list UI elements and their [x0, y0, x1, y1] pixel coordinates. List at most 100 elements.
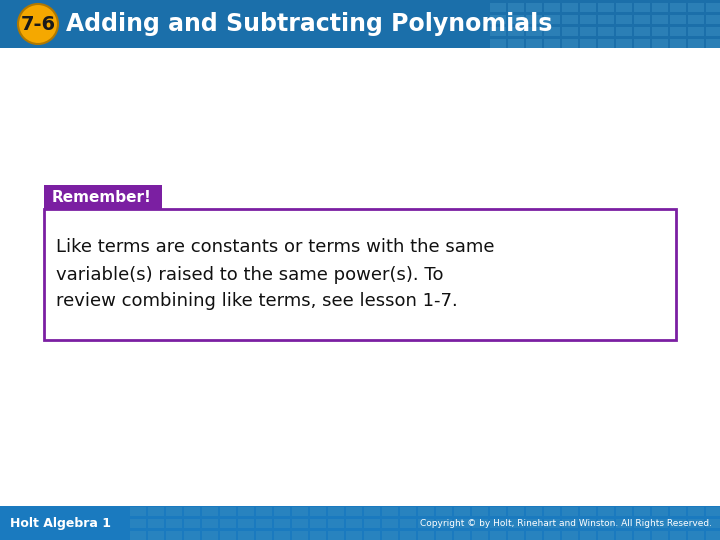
Bar — [670, 507, 686, 516]
Bar — [688, 519, 704, 528]
Circle shape — [18, 4, 58, 44]
Bar — [562, 507, 578, 516]
Bar — [526, 519, 542, 528]
Bar — [526, 27, 542, 36]
Bar — [454, 531, 470, 540]
Bar — [490, 3, 506, 12]
Bar — [706, 3, 720, 12]
Bar — [328, 507, 344, 516]
Bar — [562, 519, 578, 528]
Bar — [688, 507, 704, 516]
Bar — [670, 15, 686, 24]
Bar — [274, 507, 290, 516]
Bar — [292, 519, 308, 528]
Bar — [706, 15, 720, 24]
Bar — [418, 531, 434, 540]
Bar — [688, 3, 704, 12]
Bar — [310, 531, 326, 540]
Bar — [580, 15, 596, 24]
Bar — [382, 531, 398, 540]
Bar — [44, 185, 162, 209]
Bar — [688, 39, 704, 48]
Bar — [508, 531, 524, 540]
Bar — [310, 519, 326, 528]
Bar — [598, 39, 614, 48]
Bar — [0, 0, 720, 48]
Bar — [706, 39, 720, 48]
Bar — [364, 519, 380, 528]
Bar — [184, 507, 200, 516]
Bar — [346, 519, 362, 528]
Bar — [166, 531, 182, 540]
Bar — [544, 3, 560, 12]
Bar — [544, 519, 560, 528]
Bar — [670, 519, 686, 528]
Bar — [184, 531, 200, 540]
Bar — [634, 3, 650, 12]
Bar — [346, 531, 362, 540]
Bar — [580, 507, 596, 516]
Bar — [688, 531, 704, 540]
Bar — [580, 531, 596, 540]
Bar — [166, 519, 182, 528]
Bar — [562, 15, 578, 24]
Bar — [454, 507, 470, 516]
Bar — [598, 519, 614, 528]
Bar — [346, 507, 362, 516]
Bar — [544, 39, 560, 48]
Bar — [328, 519, 344, 528]
Bar — [652, 3, 668, 12]
Bar — [238, 519, 254, 528]
Bar — [220, 531, 236, 540]
Text: Copyright © by Holt, Rinehart and Winston. All Rights Reserved.: Copyright © by Holt, Rinehart and Winsto… — [420, 518, 712, 528]
Bar — [544, 15, 560, 24]
Bar — [328, 531, 344, 540]
Bar — [220, 507, 236, 516]
Bar — [454, 519, 470, 528]
Bar — [238, 531, 254, 540]
Bar — [130, 531, 146, 540]
Bar — [634, 519, 650, 528]
Bar — [634, 531, 650, 540]
Bar — [490, 15, 506, 24]
Text: Holt Algebra 1: Holt Algebra 1 — [10, 516, 111, 530]
Bar — [238, 507, 254, 516]
Bar — [562, 3, 578, 12]
Bar — [580, 27, 596, 36]
Bar — [310, 507, 326, 516]
Bar — [382, 519, 398, 528]
Bar — [400, 507, 416, 516]
Bar — [670, 27, 686, 36]
Bar — [148, 507, 164, 516]
Bar — [562, 27, 578, 36]
Bar — [292, 507, 308, 516]
Bar — [580, 3, 596, 12]
Bar — [166, 507, 182, 516]
Bar — [634, 507, 650, 516]
Bar — [490, 39, 506, 48]
Bar — [508, 39, 524, 48]
Bar — [490, 531, 506, 540]
Bar — [688, 15, 704, 24]
Bar — [526, 3, 542, 12]
Bar — [706, 27, 720, 36]
Bar — [436, 531, 452, 540]
Bar — [652, 27, 668, 36]
Bar — [148, 531, 164, 540]
Bar — [562, 39, 578, 48]
Bar — [616, 507, 632, 516]
Text: variable(s) raised to the same power(s). To: variable(s) raised to the same power(s).… — [56, 266, 444, 284]
Bar — [130, 519, 146, 528]
Bar — [544, 507, 560, 516]
Bar — [400, 531, 416, 540]
Bar — [130, 507, 146, 516]
Bar — [44, 209, 676, 340]
Bar — [706, 507, 720, 516]
Bar — [202, 519, 218, 528]
Bar — [616, 531, 632, 540]
Text: review combining like terms, see lesson 1-7.: review combining like terms, see lesson … — [56, 293, 458, 310]
Bar — [526, 15, 542, 24]
Bar — [598, 507, 614, 516]
Bar — [652, 15, 668, 24]
Bar — [472, 507, 488, 516]
